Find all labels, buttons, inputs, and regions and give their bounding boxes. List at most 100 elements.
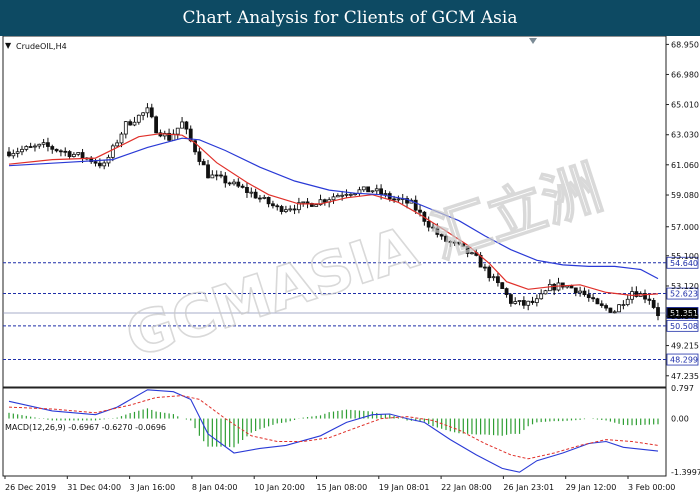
candle-body: [470, 252, 474, 255]
candle-body: [526, 300, 531, 306]
candle-body: [76, 152, 81, 155]
candle-body: [573, 287, 578, 294]
candle-body: [617, 304, 621, 313]
candle-body: [465, 246, 470, 254]
macd-pane-frame: [2, 387, 667, 477]
candle-body: [24, 146, 29, 150]
candle-body: [379, 188, 383, 195]
x-tick-label: 19 Jan 08:01: [379, 483, 430, 492]
candle-body: [595, 298, 600, 305]
candle-body: [15, 151, 20, 154]
candle-body: [413, 199, 418, 211]
x-tick-label: 10 Jan 20:00: [254, 483, 305, 492]
candle-body: [374, 188, 379, 192]
candle-body: [496, 276, 500, 284]
candle-body: [232, 181, 236, 185]
level-tag-label: 50.508: [670, 322, 698, 331]
moving-average-line-1: [8, 133, 659, 297]
candle-body: [132, 121, 137, 126]
x-tick-label: 22 Jan 08:00: [441, 483, 492, 492]
macd-label: MACD(12,26,9) -0.6967 -0.6270 -0.0696: [5, 423, 166, 432]
candle-body: [214, 174, 219, 177]
level-tag-label: 54.640: [670, 259, 698, 268]
candle-body: [513, 301, 518, 304]
candle-body: [7, 151, 11, 157]
candle-body: [331, 196, 336, 201]
candle-body: [236, 181, 241, 187]
macd-signal-line: [8, 395, 659, 460]
candle-body: [97, 162, 102, 167]
candle-body: [54, 148, 59, 152]
candle-body: [396, 198, 401, 201]
candle-body: [530, 300, 535, 303]
candle-body: [284, 209, 288, 212]
candle-body: [175, 127, 180, 135]
y-tick-label: 55.100: [671, 252, 699, 261]
symbol-dropdown-icon[interactable]: ▼: [5, 41, 12, 50]
candle-body: [102, 162, 107, 167]
candle-body: [206, 164, 210, 179]
x-tick-label: 3 Feb 00:00: [628, 483, 675, 492]
candle-body: [128, 121, 133, 126]
y-tick-label: 61.060: [671, 161, 699, 170]
candle-body: [262, 197, 267, 199]
candle-body: [448, 240, 453, 243]
level-tag-label: 52.623: [670, 290, 698, 299]
candle-body: [517, 300, 522, 302]
candle-body: [141, 112, 146, 116]
candle-body: [115, 142, 120, 147]
candle-body: [266, 197, 271, 205]
candle-body: [625, 298, 630, 305]
candle-body: [491, 276, 496, 279]
candle-body: [245, 186, 249, 193]
candle-body: [296, 202, 301, 211]
candle-body: [656, 307, 660, 317]
candle-body: [591, 297, 595, 300]
candle-body: [80, 152, 85, 159]
x-tick-label: 29 Jan 12:00: [566, 483, 617, 492]
candle-body: [452, 241, 457, 244]
candle-body: [279, 206, 284, 212]
candle-body: [586, 294, 591, 299]
candle-body: [582, 290, 587, 295]
level-tag-label: 51.351: [670, 309, 698, 318]
candle-body: [612, 311, 617, 314]
x-tick-label: 26 Dec 2019: [5, 483, 56, 492]
candle-body: [344, 193, 349, 196]
candle-body: [621, 304, 626, 306]
candle-body: [301, 201, 306, 204]
candle-body: [552, 283, 557, 291]
candle-body: [521, 300, 526, 306]
candle-body: [145, 107, 150, 114]
candle-body: [180, 121, 184, 129]
candle-body: [149, 107, 154, 118]
candle-body: [547, 283, 552, 292]
y-tick-label: 53.120: [671, 282, 699, 291]
y-tick-label: 51.140: [671, 312, 699, 321]
candle-body: [651, 300, 656, 308]
chart-banner-title: Chart Analysis for Clients of GCM Asia: [0, 0, 700, 36]
candle-body: [634, 291, 639, 297]
candle-body: [604, 305, 608, 309]
candle-body: [253, 191, 258, 199]
candle-body: [223, 175, 228, 184]
candle-body: [314, 204, 319, 207]
candle-body: [305, 201, 310, 204]
candle-body: [28, 146, 33, 148]
candle-body: [569, 285, 574, 289]
candle-body: [37, 143, 42, 147]
candle-body: [136, 114, 141, 123]
candle-body: [50, 146, 55, 150]
candle-body: [193, 140, 197, 153]
candle-body: [210, 174, 215, 179]
candle-body: [249, 191, 254, 194]
candle-body: [483, 266, 487, 269]
y-tick-label: 59.080: [671, 191, 699, 200]
candle-body: [119, 133, 124, 144]
candle-body: [33, 145, 37, 148]
candle-body: [543, 290, 548, 295]
candle-body: [578, 290, 583, 294]
candle-body: [67, 151, 72, 157]
y-tick-label: 63.030: [671, 131, 699, 140]
candle-body: [444, 235, 448, 242]
